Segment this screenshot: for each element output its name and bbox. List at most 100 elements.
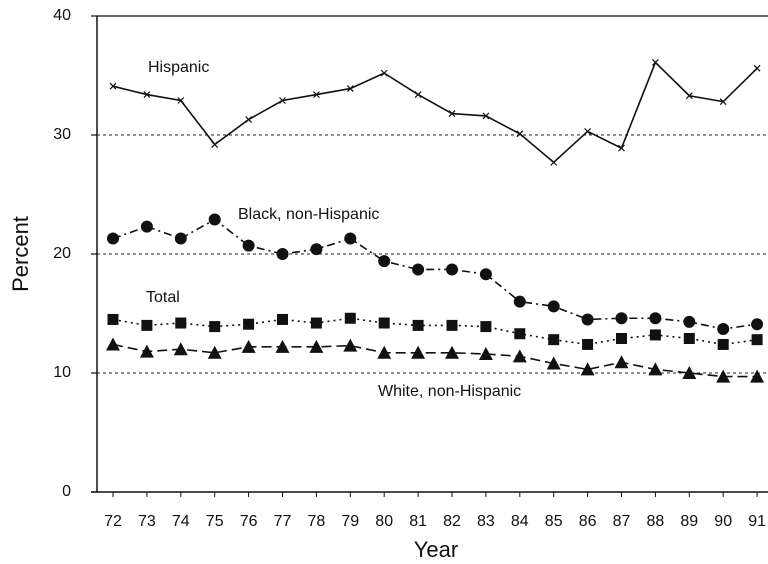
point <box>580 362 595 376</box>
point <box>209 321 221 333</box>
point <box>616 332 627 344</box>
point <box>414 91 422 98</box>
x-tick-label: 80 <box>375 513 393 530</box>
point <box>582 338 594 350</box>
series-line <box>112 343 758 378</box>
point <box>446 263 458 276</box>
point <box>516 130 524 138</box>
point <box>618 144 625 152</box>
x-tick-label: 88 <box>647 513 665 530</box>
point <box>174 232 187 245</box>
point <box>512 349 527 363</box>
point <box>276 248 289 260</box>
series-line <box>112 317 758 346</box>
x-tick-label: 86 <box>579 513 597 530</box>
point <box>751 334 763 346</box>
point <box>584 128 592 135</box>
point <box>411 345 426 359</box>
series-label: Black, non-Hispanic <box>238 206 379 223</box>
x-tick-label: 84 <box>511 513 529 530</box>
point <box>141 319 153 331</box>
y-tick-label: 30 <box>53 126 71 143</box>
point <box>106 337 120 351</box>
point <box>344 232 357 245</box>
point <box>683 332 695 344</box>
y-tick-label: 0 <box>62 483 71 500</box>
point <box>310 317 322 329</box>
point <box>173 342 188 356</box>
x-tick-label: 87 <box>613 513 631 530</box>
x-tick-label: 81 <box>409 513 427 530</box>
point <box>378 255 391 268</box>
x-tick-label: 82 <box>443 513 461 530</box>
point <box>615 312 628 325</box>
point <box>343 338 358 352</box>
point <box>717 322 730 335</box>
point <box>546 356 561 370</box>
point <box>478 346 493 360</box>
y-tick-label: 40 <box>53 7 71 24</box>
point <box>279 97 286 104</box>
x-tick-label: 79 <box>341 513 359 530</box>
point <box>753 64 761 72</box>
point <box>581 313 594 326</box>
point <box>482 112 490 120</box>
point <box>277 313 288 325</box>
point <box>377 345 392 359</box>
point <box>346 85 354 93</box>
point <box>380 69 388 77</box>
point <box>208 213 221 226</box>
point <box>446 319 458 331</box>
point <box>514 328 526 340</box>
point <box>548 334 560 346</box>
series-label: Total <box>146 289 180 306</box>
point <box>109 82 117 90</box>
point <box>649 329 661 341</box>
point <box>719 98 727 106</box>
y-axis-title: Percent <box>8 216 33 292</box>
y-tick-label: 10 <box>53 364 71 381</box>
point <box>716 369 731 383</box>
point <box>309 339 324 353</box>
y-tick-label: 20 <box>53 245 71 262</box>
point <box>143 91 151 98</box>
series-label: Hispanic <box>148 59 209 76</box>
point <box>550 158 558 166</box>
point <box>683 315 696 328</box>
point <box>448 110 456 118</box>
point <box>242 239 255 252</box>
x-tick-label: 78 <box>308 513 326 530</box>
x-tick-label: 77 <box>274 513 292 530</box>
point <box>312 91 320 98</box>
point <box>140 220 153 233</box>
point <box>344 312 356 324</box>
point <box>751 318 764 331</box>
series-label: White, non-Hispanic <box>378 383 521 400</box>
point <box>445 345 459 359</box>
point <box>750 369 765 383</box>
point <box>107 232 119 245</box>
x-tick-label: 85 <box>545 513 563 530</box>
x-tick-label: 76 <box>240 513 258 530</box>
x-tick-label: 72 <box>104 513 122 530</box>
x-tick-label: 90 <box>714 513 732 530</box>
x-tick-label: 73 <box>138 513 156 530</box>
point <box>243 318 255 330</box>
point <box>649 312 662 325</box>
point <box>614 355 629 369</box>
point <box>177 97 185 104</box>
point <box>211 141 219 148</box>
point <box>717 338 729 350</box>
point <box>480 321 492 333</box>
x-tick-label: 74 <box>172 513 190 530</box>
point <box>107 313 119 325</box>
x-tick-label: 83 <box>477 513 495 530</box>
point <box>479 268 492 281</box>
point <box>651 58 659 66</box>
series-line <box>112 218 758 330</box>
point <box>310 243 323 256</box>
point <box>412 319 424 331</box>
point <box>648 362 663 376</box>
point <box>207 345 222 359</box>
